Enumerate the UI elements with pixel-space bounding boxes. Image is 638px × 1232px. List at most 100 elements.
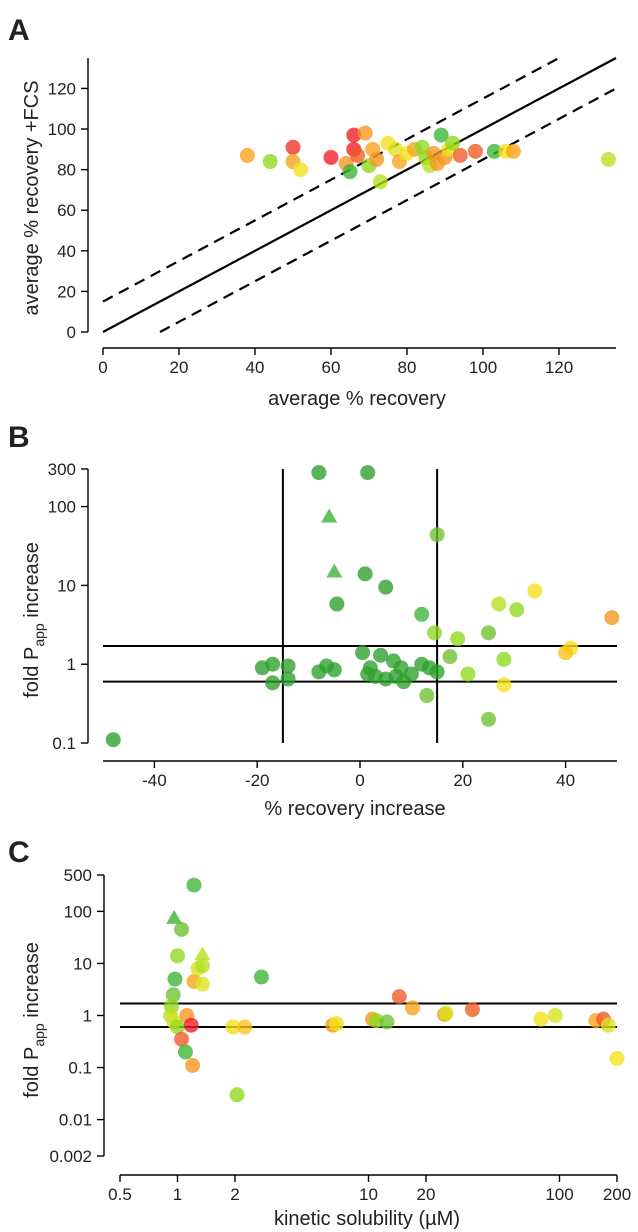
panel-b-x-tick-label: -20 [245,771,270,790]
panel-c-point [169,1019,185,1035]
panel-b-x-axis-label: % recovery increase [264,798,445,820]
panel-c-y-tick-label: 10 [73,954,92,973]
panel-a-point [505,143,521,159]
panel-b-x-tick-label: 40 [556,771,575,790]
panel-c-point-triangle [194,946,211,961]
panel-a-y-tick-label: 100 [48,120,76,139]
panel-c-x-tick-label: 100 [545,1185,573,1204]
panel-a-point [486,143,502,159]
panel-b-point [280,671,296,687]
panel-c-point [533,1011,549,1027]
panel-b-y-tick-label: 0.1 [52,734,76,753]
panel-c-point [229,1087,245,1103]
panel-b-point [357,566,373,582]
panel-a-point [600,151,616,167]
panel-a: A 0 20 40 60 80 100 120 0 20 40 60 80 100 120 average… [8,14,617,410]
panel-c-point [194,976,210,992]
panel-a-x-tick-label: 80 [398,358,417,377]
panel-a-x-tick-label: 0 [98,358,107,377]
panel-b-y-tick-label: 100 [48,498,76,517]
panel-c-x-tick-label: 20 [417,1185,436,1204]
panel-c-point [169,948,185,964]
panel-c-point [186,877,202,893]
panel-b-point [378,579,394,595]
panel-a-point [452,147,468,163]
panel-c-label: C [8,836,30,869]
panel-c-point [194,958,210,974]
panel-b-point [496,677,512,693]
panel-a-point [388,141,404,157]
panel-c-point [379,1014,395,1030]
panel-b-label: B [8,421,30,454]
panel-c-point [183,1017,199,1033]
panel-a-x-tick-label: 100 [469,358,497,377]
panel-a-y-tick-label: 120 [48,79,76,98]
panel-a-point [293,162,309,178]
panel-a-y-tick-label: 20 [57,282,76,301]
panel-b-point [450,631,466,647]
panel-c-point [225,1019,241,1035]
panel-a-x-tick-label: 20 [170,358,189,377]
panel-b-x-tick-label: 0 [355,771,364,790]
panel-b-point [429,664,445,680]
panel-a-x-axis-label: average % recovery [268,388,446,410]
panel-b-point [360,465,376,481]
panel-c-point [174,1031,190,1047]
panel-a-point [372,174,388,190]
panel-c-point [464,1002,480,1018]
panel-c-point [237,1019,253,1035]
panel-c-point [177,1044,193,1060]
panel-a-point [346,127,362,143]
panel-c-point [609,1050,625,1066]
panel-b-y-axis-label: fold Papp increase [21,542,47,698]
panel-a-dashed-line-1 [102,57,560,303]
panel-c-point [547,1008,563,1023]
panel-c-y-tick-label: 0.002 [49,1147,92,1166]
panel-c-y-tick-label: 0.01 [59,1111,92,1130]
panel-b-x-tick-label: -40 [142,771,167,790]
panel-a-x-tick-label: 60 [322,358,341,377]
panel-c-x-tick-label: 200 [603,1185,631,1204]
panel-c-point [165,987,181,1003]
panel-a-y-tick-label: 40 [57,242,76,261]
panel-c-x-tick-label: 2 [230,1185,239,1204]
panel-b-point [419,688,435,704]
panel-a-point [342,164,358,180]
panel-b-point [414,606,430,622]
panel-c: C 0.5 1 2 10 20 100 200 0.002 0.01 0.1 1 10 100 500 k… [8,836,631,1230]
panel-b-point [481,625,496,641]
panel-b-point [403,666,419,682]
panel-b-point [460,666,476,682]
panel-b-point [509,602,525,618]
panel-b-point [527,583,543,599]
panel-b-point [427,625,443,641]
panel-a-point [357,125,373,141]
panel-b-point [280,658,296,674]
panel-b-point [373,647,389,663]
panel-a-identity-line-0 [102,57,617,333]
panel-a-y-axis-label: average % recovery +FCS [21,80,43,315]
panel-a-point [445,135,461,151]
panel-b: B -40 -20 0 20 40 0.1 1 10 100 300 % recovery inc… [8,421,620,820]
panel-a-y-tick-label: 0 [67,323,76,342]
panel-b-x-tick-label: 20 [453,771,472,790]
panel-b-point [105,732,121,748]
panel-c-x-tick-label: 1 [173,1185,182,1204]
panel-b-point [558,645,574,661]
panel-b-point-triangle [321,508,338,523]
panel-c-y-tick-label: 0.1 [68,1059,92,1078]
panel-c-point [600,1017,616,1033]
panel-a-point [433,127,449,143]
panel-b-point [491,596,507,612]
panel-a-point [323,149,339,165]
panel-b-point [481,711,496,727]
panel-a-label: A [8,14,30,47]
panel-c-point [167,971,183,987]
panel-c-point-triangle [166,909,183,924]
panel-b-y-tick-label: 1 [67,655,76,674]
panel-c-y-tick-label: 100 [64,902,92,921]
panel-c-x-tick-label: 10 [359,1185,378,1204]
panel-b-y-tick-label: 10 [57,576,76,595]
panel-c-y-axis-label: fold Papp increase [21,942,47,1098]
